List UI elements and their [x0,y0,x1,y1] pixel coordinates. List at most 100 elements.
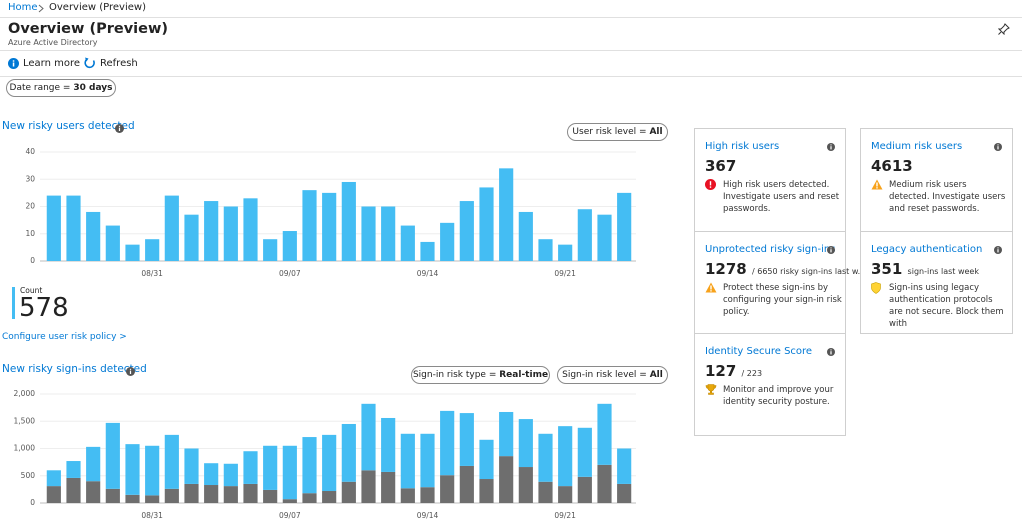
refresh-button[interactable]: Refresh [100,58,138,69]
bar-segment [302,493,317,503]
card-title: Medium risk users [871,141,963,152]
bar [459,201,474,261]
card[interactable]: Legacy authentication 351 sign-ins last … [860,231,1013,334]
bar-segment [105,488,120,503]
bar-segment [145,445,160,496]
bar-segment [282,499,297,503]
bar-segment [400,433,415,489]
refresh-icon [84,57,95,69]
pin-icon[interactable] [998,23,1010,35]
info-icon [115,124,124,133]
y-tick-label: 30 [25,174,35,183]
bar [302,190,317,261]
date-range-filter[interactable]: Date range = 30 days [6,79,116,97]
bar [440,222,455,261]
bar [86,211,101,261]
bar [322,192,337,261]
card[interactable]: High risk users 367 High risk users dete… [694,128,846,232]
bar-segment [361,403,376,471]
bar-segment [204,463,219,486]
bar-segment [86,481,101,503]
x-tick-label: 08/31 [141,269,163,278]
risk-level-filter[interactable]: User risk level = All [567,123,668,141]
count-label: Count [20,286,43,295]
count-value: 578 [19,293,69,323]
bar [597,214,612,261]
bar-segment [518,419,533,468]
bar [164,195,179,261]
bar-segment [459,465,474,503]
bar-segment [518,467,533,503]
card-title: Legacy authentication [871,244,983,255]
bar-segment [125,444,140,495]
info-icon [8,58,19,69]
bar-segment [341,423,356,482]
bar-segment [243,483,258,503]
bar-segment [597,464,612,503]
card-detail: / 6650 risky sign-ins last w... [751,267,866,276]
card[interactable]: Medium risk users 4613 Medium risk users… [860,128,1013,232]
risk-level-filter[interactable]: Sign-in risk level = All [557,366,668,384]
card[interactable]: Identity Secure Score 127 / 223 Monitor … [694,333,846,436]
bar-segment [381,417,396,472]
divider [0,76,1022,77]
breadcrumb-home[interactable]: Home [8,2,38,13]
bar-segment [46,486,61,503]
bar-segment [164,434,179,489]
y-tick-label: 1,000 [14,444,36,453]
card[interactable]: Unprotected risky sign-ins 1278 / 6650 r… [694,231,865,334]
bar [282,231,297,261]
x-tick-label: 09/07 [279,511,301,520]
risk-type-filter[interactable]: Sign-in risk type = Real-time [411,366,550,384]
card-message: Sign-ins using legacy authentication pro… [889,283,1004,329]
bar [341,181,356,261]
bar-segment [204,485,219,503]
card-title: High risk users [705,141,780,152]
warning-icon [871,179,883,190]
bar [223,206,238,261]
bar [577,209,592,261]
learn-more-button[interactable]: Learn more [23,58,81,69]
bar [381,206,396,261]
y-tick-label: 500 [21,471,36,480]
bar-segment [164,488,179,503]
warning-icon [705,282,717,293]
y-tick-label: 2,000 [14,389,36,398]
card-value: 127 [705,362,737,380]
bar-segment [420,433,435,488]
card-detail: sign-ins last week [907,267,979,276]
bar-segment [440,410,455,476]
bar-segment [558,486,573,503]
bar-segment [341,481,356,503]
bar-segment [184,448,199,484]
bar [105,225,120,261]
card-message: Protect these sign-ins by configuring yo… [723,283,842,317]
filter-value: All [649,127,663,137]
policy-link[interactable]: Configure user risk policy > [2,332,127,342]
bar-segment [617,448,632,484]
info-icon [126,367,135,376]
bar-segment [46,470,61,487]
bar-segment [223,463,238,487]
charts: 0 10 20 30 40 08/31 09/07 09/14 09/21 0 500 1,000 1,… [14,147,636,520]
bar-segment [440,475,455,503]
bar-segment [302,437,317,494]
bar [420,241,435,261]
bar [46,195,61,261]
card-message: High risk users detected. Investigate us… [723,180,840,214]
bar [243,198,258,261]
bar-segment [361,470,376,503]
bar [499,168,514,261]
y-tick-label: 0 [30,498,35,507]
bar [518,211,533,261]
bar [617,192,632,261]
filter-label: Date range = [9,83,71,93]
info-icon [994,246,1002,254]
bar-segment [538,481,553,503]
bar-segment [145,495,160,503]
bar-segment [66,461,81,478]
x-tick-label: 09/14 [417,269,439,278]
page-subtitle: Azure Active Directory [8,38,98,47]
card-value: 1278 [705,260,747,278]
